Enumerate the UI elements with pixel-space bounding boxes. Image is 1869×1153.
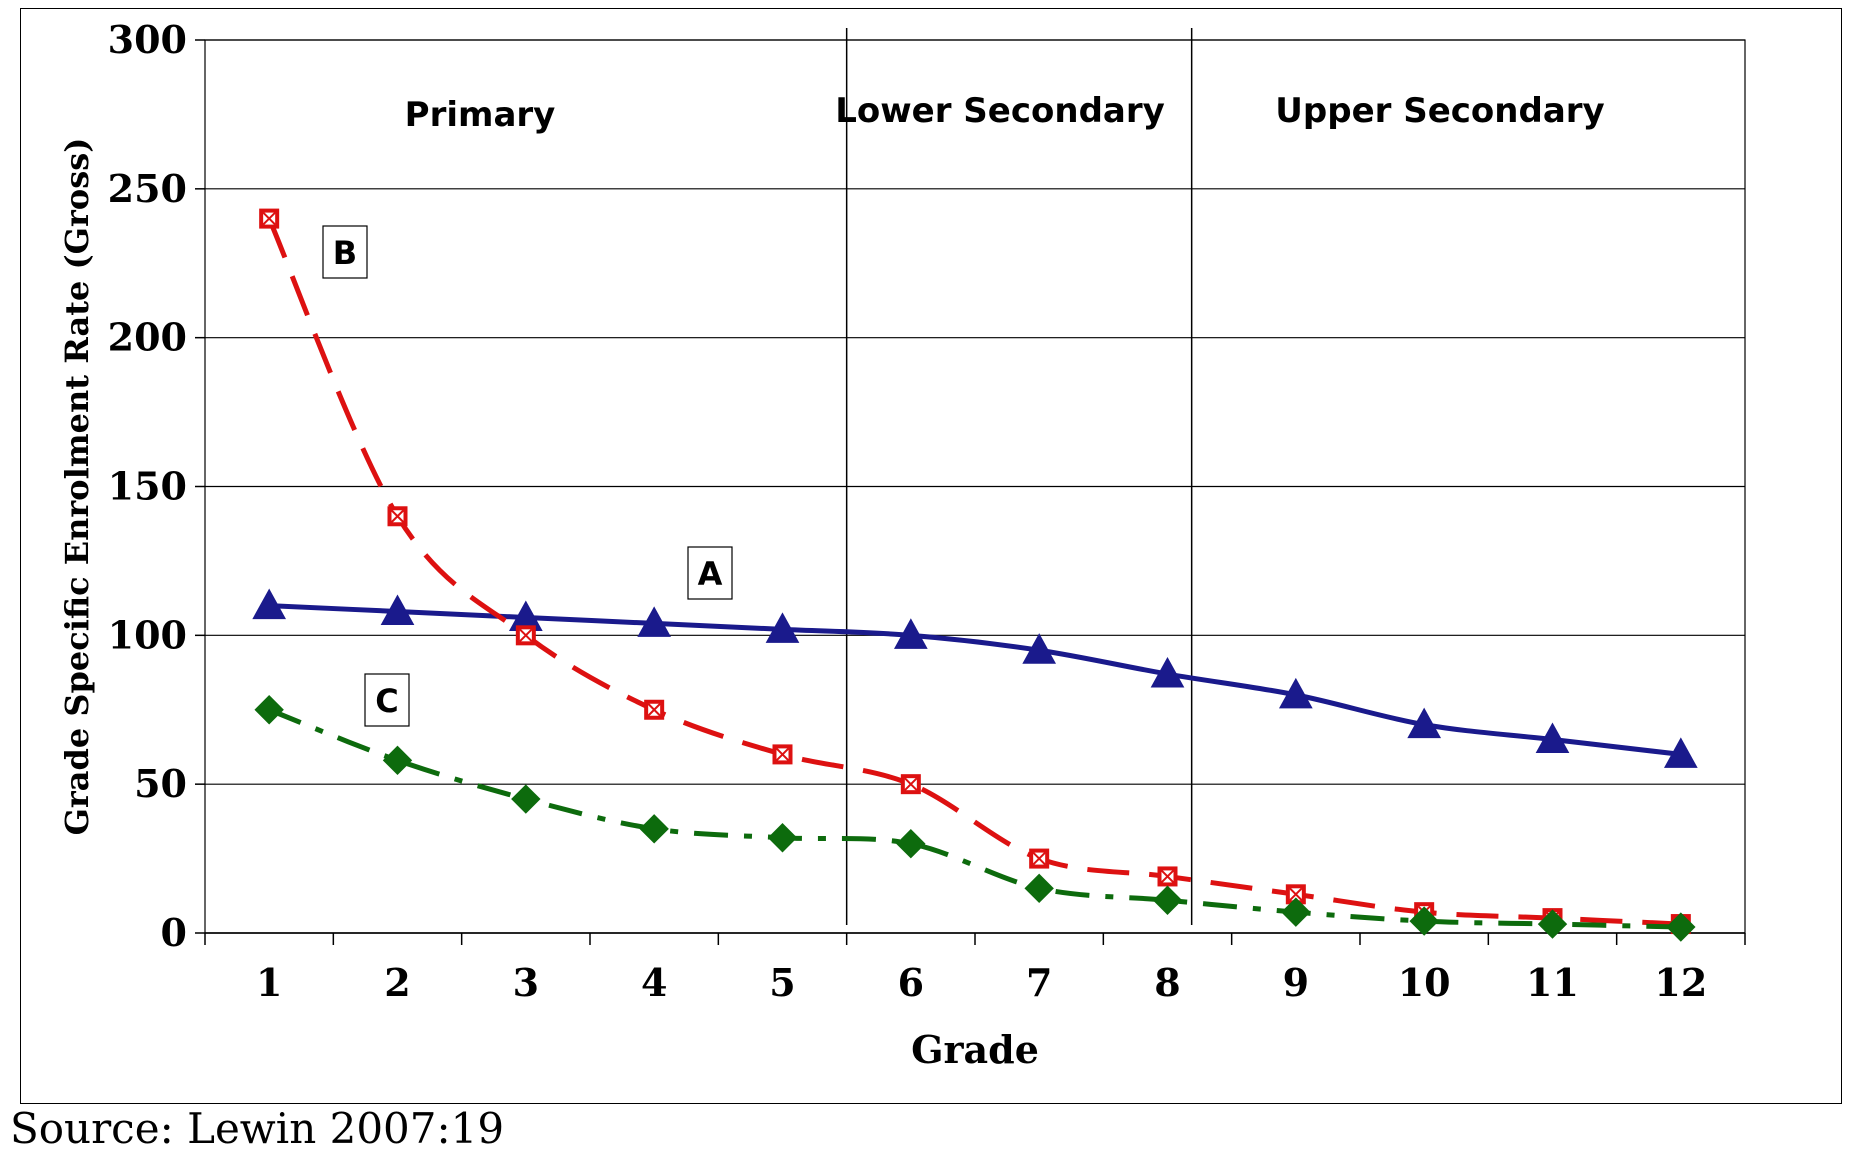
data-point-b [515,625,536,646]
x-tick-label: 1 [256,960,282,1005]
data-point-a [380,594,415,626]
x-tick-label: 6 [898,960,924,1005]
x-tick-label: 2 [384,960,410,1005]
data-point-b [1157,866,1178,887]
data-point-a [1407,707,1442,739]
data-point-a [1535,722,1570,754]
data-point-c [639,814,669,844]
data-point-c [1152,885,1183,915]
data-point-c [767,823,798,853]
y-axis-title: Grade Specific Enrolment Rate (Gross) [58,138,96,836]
x-tick-label: 8 [1154,960,1180,1005]
series-line-a [269,603,1682,757]
y-tick-label: 300 [108,17,187,62]
x-tick-label: 3 [513,960,539,1005]
data-point-a [1150,656,1185,688]
region-label: Lower Secondary [835,91,1165,131]
series-tag-box [322,225,368,279]
y-tick-label: 50 [134,761,187,806]
y-tick-label: 250 [108,166,187,211]
data-point-b [900,774,921,795]
series-tag-box [687,546,733,600]
data-point-a [893,618,928,649]
data-point-c [382,745,413,776]
y-tick-label: 100 [108,612,187,657]
chart-frame [20,8,1842,1104]
region-label: Primary [405,95,556,135]
data-point-c [1537,909,1568,939]
data-point-c [896,828,926,859]
x-tick-label: 5 [769,960,795,1005]
data-point-c [1666,912,1696,942]
series-line-b [266,217,1681,927]
x-tick-label: 9 [1283,960,1309,1005]
x-tick-label: 12 [1654,960,1707,1005]
series-line-c [268,707,1681,930]
data-point-c [1281,897,1311,927]
data-point-a [1663,737,1698,768]
series-tag-box [364,673,410,727]
x-tick-label: 4 [641,960,667,1005]
data-point-b [644,699,665,720]
series-tag-c: C [375,682,398,720]
x-axis-title: Grade [911,1027,1039,1072]
data-point-c [1024,873,1054,904]
data-point-c [1409,906,1439,936]
data-point-b [1029,848,1050,869]
y-tick-label: 200 [108,315,187,360]
region-label: Upper Secondary [1275,91,1604,131]
x-tick-label: 10 [1398,960,1451,1005]
data-point-c [254,695,284,725]
source-note: Source: Lewin 2007:19 [10,1104,505,1153]
data-point-a [252,588,287,620]
x-tick-label: 7 [1026,960,1052,1005]
y-tick-label: 150 [108,464,187,509]
x-tick-label: 11 [1526,960,1579,1005]
data-point-a [637,606,672,637]
data-point-b [387,506,408,527]
data-point-b [772,744,793,765]
data-point-a [1278,677,1313,709]
data-point-a [765,612,800,643]
data-point-a [1022,633,1057,664]
data-point-b [259,208,280,229]
y-tick-label: 0 [161,910,187,955]
series-tag-a: A [698,555,723,593]
data-point-c [511,784,541,814]
series-tag-b: B [333,234,357,272]
